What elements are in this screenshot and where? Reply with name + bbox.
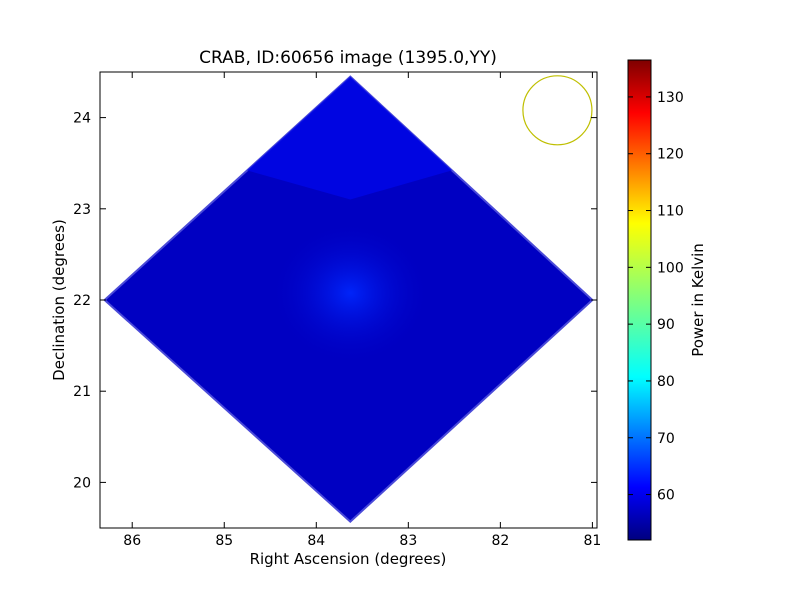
beam-circle: [522, 75, 593, 146]
source-halo: [272, 223, 429, 364]
colorbar-tick-label: 100: [657, 260, 684, 276]
colorbar: [627, 59, 652, 541]
x-tick-label: 86: [123, 533, 141, 549]
y-tick-label: 21: [73, 384, 91, 400]
colorbar-tick-label: 120: [657, 147, 684, 163]
y-tick-label: 22: [73, 293, 91, 309]
y-tick-label: 20: [73, 475, 91, 491]
colorbar-label: Power in Kelvin: [689, 243, 707, 357]
colorbar-tick-label: 90: [657, 317, 675, 333]
chart-title: CRAB, ID:60656 image (1395.0,YY): [199, 48, 497, 68]
x-tick-label: 83: [399, 533, 417, 549]
colorbar-axis: 60 70 80 90 100 110 120 130: [628, 90, 684, 504]
colorbar-tick-label: 60: [657, 488, 675, 504]
colorbar-tick-label: 110: [657, 204, 684, 220]
x-axis: 86 85 84 83 82 81: [123, 72, 601, 549]
y-axis: 20 21 22 23 24: [73, 111, 597, 491]
x-tick-label: 82: [491, 533, 509, 549]
colorbar-tick-label: 70: [657, 431, 675, 447]
x-tick-label: 84: [307, 533, 325, 549]
y-tick-label: 23: [73, 202, 91, 218]
x-tick-label: 85: [215, 533, 233, 549]
colorbar-tick-label: 80: [657, 374, 675, 390]
colorbar-tick-label: 130: [657, 90, 684, 106]
y-tick-label: 24: [73, 111, 91, 127]
y-axis-label: Declination (degrees): [50, 219, 68, 381]
map-layer: [103, 75, 594, 523]
x-axis-label: Right Ascension (degrees): [250, 550, 447, 568]
sky-map-upper-band: [247, 76, 452, 200]
x-tick-label: 81: [583, 533, 601, 549]
